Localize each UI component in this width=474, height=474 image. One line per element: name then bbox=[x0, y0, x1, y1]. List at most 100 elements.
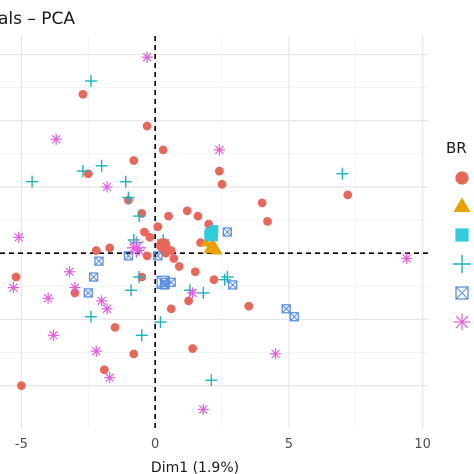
data-point-asterisk bbox=[187, 287, 199, 299]
data-point-circle bbox=[214, 166, 224, 176]
data-point-square-x bbox=[153, 251, 163, 261]
data-point-square-x bbox=[94, 256, 104, 266]
asterisk-stroke bbox=[51, 134, 61, 144]
asterisk-stroke bbox=[43, 293, 53, 303]
data-point-square-x bbox=[289, 312, 299, 322]
data-point-circle bbox=[110, 322, 120, 332]
square-cross bbox=[228, 280, 238, 290]
data-point-square-x bbox=[222, 227, 233, 237]
square-cross bbox=[455, 286, 469, 300]
data-point-circle bbox=[142, 121, 152, 131]
data-point-circle bbox=[182, 206, 192, 216]
data-point-circle bbox=[343, 190, 353, 200]
data-point-plus bbox=[135, 329, 148, 342]
data-point-plus bbox=[119, 175, 132, 188]
x-tick-label: -5 bbox=[15, 437, 28, 452]
data-point-circle bbox=[193, 211, 203, 221]
data-point-circle bbox=[190, 267, 200, 277]
square-cross bbox=[222, 227, 232, 237]
data-point-plus bbox=[221, 271, 234, 284]
square-outline bbox=[281, 304, 291, 314]
asterisk-stroke bbox=[102, 182, 112, 192]
square-outline bbox=[123, 251, 134, 261]
square-outline bbox=[88, 272, 99, 282]
data-point-asterisk bbox=[104, 372, 116, 384]
asterisk-stroke bbox=[65, 267, 74, 277]
data-point-asterisk bbox=[401, 252, 413, 265]
data-point-circle bbox=[257, 198, 267, 208]
data-point-circle bbox=[145, 232, 155, 242]
data-point-circle bbox=[158, 145, 168, 155]
square-cross bbox=[94, 256, 104, 266]
data-point-asterisk bbox=[90, 345, 102, 357]
data-point-plus bbox=[76, 165, 89, 178]
data-point-circle bbox=[166, 304, 176, 314]
data-point-square-x bbox=[281, 304, 291, 314]
data-point-asterisk bbox=[50, 133, 62, 145]
square-outline bbox=[159, 277, 170, 287]
data-point-plus bbox=[133, 271, 146, 284]
data-point-asterisk bbox=[197, 403, 209, 416]
x-tick-label: 0 bbox=[151, 437, 159, 452]
asterisk-stroke bbox=[97, 296, 107, 306]
asterisk-stroke bbox=[214, 145, 224, 155]
data-point-asterisk bbox=[96, 295, 108, 307]
data-point-plus bbox=[336, 167, 349, 180]
asterisk-stroke bbox=[70, 283, 80, 293]
asterisk-stroke bbox=[455, 315, 469, 329]
data-point-circle bbox=[169, 254, 179, 263]
series-4 bbox=[26, 75, 349, 387]
reference-lines bbox=[0, 36, 428, 428]
data-point-circle bbox=[140, 227, 149, 237]
data-point-square-x bbox=[83, 288, 93, 298]
data-point-circle bbox=[263, 217, 272, 226]
asterisk-stroke bbox=[142, 52, 152, 62]
x-tick-label: 10 bbox=[414, 437, 431, 452]
data-point-asterisk bbox=[7, 282, 19, 294]
asterisk-stroke bbox=[198, 405, 208, 414]
asterisk-stroke bbox=[102, 304, 112, 314]
data-point-plus bbox=[205, 374, 218, 387]
data-point-asterisk bbox=[101, 303, 113, 315]
asterisk-stroke bbox=[271, 349, 280, 359]
chart-title: als – PCA bbox=[0, 9, 75, 29]
data-point-circle bbox=[164, 211, 173, 221]
data-point-circle bbox=[244, 301, 254, 311]
asterisk-stroke bbox=[105, 373, 115, 383]
data-point-plus bbox=[154, 316, 167, 329]
data-point-square-x bbox=[88, 272, 99, 282]
data-point-plus bbox=[26, 175, 39, 188]
centroid-circle bbox=[156, 238, 171, 253]
square-outline bbox=[153, 251, 163, 261]
legend-title: BR bbox=[446, 139, 467, 157]
data-point-plus bbox=[122, 191, 135, 204]
legend-key-plus bbox=[453, 255, 471, 273]
asterisk-stroke bbox=[14, 232, 24, 242]
group-centroids bbox=[126, 228, 222, 289]
legend-key-square-x bbox=[455, 286, 469, 300]
data-point-circle bbox=[78, 89, 88, 99]
square-cross bbox=[289, 312, 299, 322]
square-cross bbox=[83, 288, 93, 298]
x-axis-label: Dim1 (1.9%) bbox=[151, 460, 239, 474]
legend-key-square bbox=[455, 228, 469, 242]
data-point-plus bbox=[95, 159, 108, 172]
data-point-circle bbox=[129, 349, 139, 359]
asterisk-stroke bbox=[188, 288, 197, 298]
square-cross bbox=[156, 275, 170, 289]
data-point-circle bbox=[91, 246, 101, 255]
asterisk-stroke bbox=[129, 240, 144, 256]
centroid-square-x bbox=[156, 275, 170, 289]
asterisk-stroke bbox=[91, 346, 101, 356]
data-point-circle bbox=[188, 344, 198, 353]
legend bbox=[453, 171, 471, 331]
square-outline bbox=[156, 275, 170, 289]
asterisk-stroke bbox=[402, 254, 411, 263]
data-point-plus bbox=[197, 286, 210, 299]
square-outline bbox=[94, 256, 104, 266]
data-point-square-x bbox=[228, 280, 238, 290]
data-point-circle bbox=[99, 365, 109, 375]
data-point-plus bbox=[125, 284, 138, 297]
data-point-circle bbox=[209, 275, 219, 285]
